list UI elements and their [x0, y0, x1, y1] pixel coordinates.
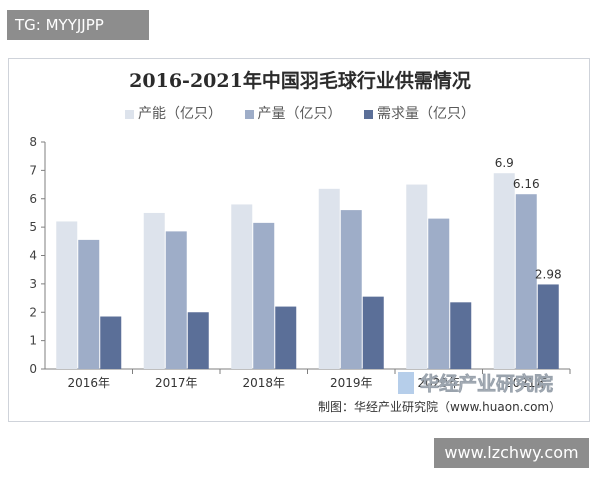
data-label-demand: 2.98 — [535, 267, 562, 281]
x-tick-label: 2021年 — [505, 376, 548, 390]
legend-item-capacity: 产能（亿只） — [125, 103, 222, 123]
y-tick-label: 2 — [29, 305, 37, 319]
source-note: 制图：华经产业研究院（www.huaon.com） — [318, 400, 562, 414]
y-tick-label: 3 — [29, 277, 37, 291]
x-tick-label: 2019年 — [330, 376, 373, 390]
legend-swatch-output — [244, 109, 254, 119]
bar-capacity-5 — [406, 184, 428, 369]
bar-capacity-3 — [231, 204, 253, 369]
legend-label-demand: 需求量（亿只） — [376, 106, 475, 122]
x-tick-label: 2017年 — [155, 376, 198, 390]
y-tick-label: 4 — [29, 249, 37, 263]
bar-demand-5 — [450, 302, 472, 369]
bar-capacity-4 — [318, 188, 340, 369]
bar-output-5 — [428, 218, 450, 369]
legend-item-demand: 需求量（亿只） — [363, 103, 475, 123]
website-watermark: www.lzchwy.com — [434, 438, 589, 468]
x-tick-label: 2020年 — [417, 376, 460, 390]
legend-swatch-demand — [363, 109, 373, 119]
bar-demand-6 — [537, 284, 559, 369]
bar-output-4 — [340, 210, 362, 369]
data-label-capacity: 6.9 — [495, 156, 514, 170]
y-tick-label: 0 — [29, 362, 37, 376]
bar-output-2 — [165, 231, 187, 369]
x-tick-label: 2018年 — [242, 376, 285, 390]
bar-demand-1 — [100, 316, 122, 369]
bar-output-3 — [253, 222, 275, 369]
data-label-output: 6.16 — [513, 177, 540, 191]
legend-label-capacity: 产能（亿只） — [138, 106, 223, 122]
bar-demand-2 — [187, 312, 209, 369]
chart-title: 2016-2021年中国羽毛球行业供需情况 — [129, 70, 471, 92]
bar-capacity-6 — [493, 173, 515, 369]
bar-demand-3 — [275, 306, 297, 369]
bar-demand-4 — [362, 296, 384, 369]
watermark-tag: TG: MYYJJPP — [7, 10, 149, 40]
logo-mark-icon — [398, 372, 414, 394]
bar-capacity-2 — [143, 212, 165, 369]
chart-legend: 产能（亿只） 产量（亿只） 需求量（亿只） — [0, 103, 600, 123]
y-tick-label: 1 — [29, 334, 37, 348]
logo-watermark-text: 华经产业研究院 — [420, 373, 554, 396]
bar-output-6 — [515, 194, 537, 369]
legend-swatch-capacity — [125, 109, 135, 119]
y-tick-label: 7 — [29, 163, 37, 177]
bar-capacity-1 — [56, 221, 78, 369]
y-tick-label: 8 — [29, 135, 37, 149]
x-tick-label: 2016年 — [67, 376, 110, 390]
y-tick-label: 5 — [29, 220, 37, 234]
bar-output-1 — [78, 239, 100, 369]
legend-label-output: 产量（亿只） — [257, 106, 342, 122]
legend-item-output: 产量（亿只） — [244, 103, 342, 123]
y-tick-label: 6 — [29, 192, 37, 206]
